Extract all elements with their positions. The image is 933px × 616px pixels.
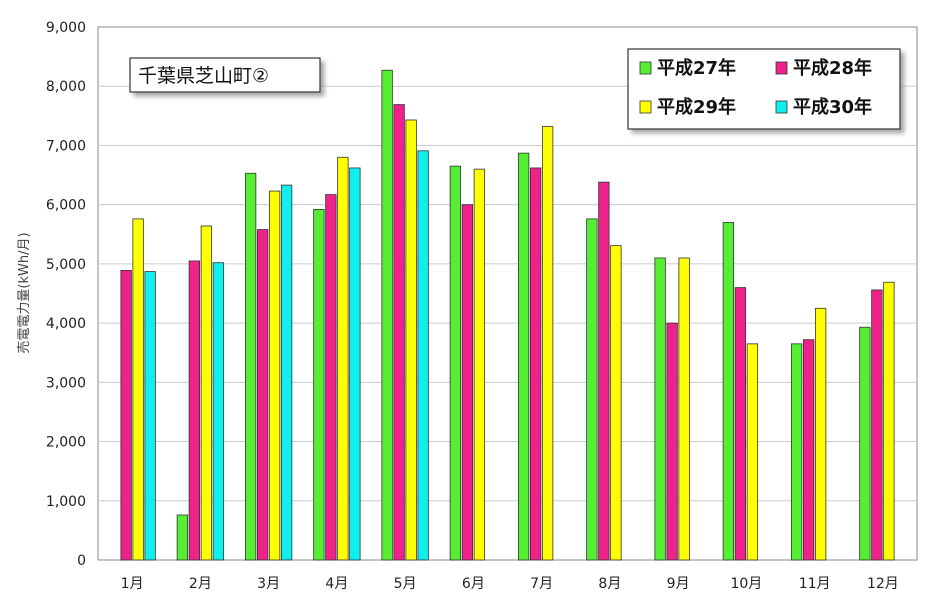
chart-title-box: 千葉県芝山町② — [129, 57, 321, 93]
bar — [256, 229, 269, 561]
bar — [529, 167, 542, 561]
bar — [859, 326, 871, 561]
chart-title: 千葉県芝山町② — [138, 65, 269, 87]
x-tick-label: 1月 — [121, 576, 144, 592]
x-tick-label: 2月 — [189, 576, 212, 592]
bar — [381, 69, 393, 561]
bar — [176, 514, 189, 561]
y-tick-label: 7,000 — [46, 138, 86, 154]
y-tick-label: 1,000 — [46, 494, 86, 510]
bar — [188, 260, 201, 561]
bar — [598, 181, 610, 561]
y-tick-label: 5,000 — [46, 257, 86, 273]
legend-swatch — [639, 100, 652, 114]
bar — [654, 257, 666, 561]
x-tick-label: 11月 — [799, 576, 831, 592]
bar — [517, 152, 530, 561]
x-tick-label: 9月 — [667, 576, 690, 592]
legend-label: 平成29年 — [657, 96, 736, 118]
x-tick-label: 4月 — [325, 576, 348, 592]
bar — [586, 218, 598, 561]
y-tick-label: 6,000 — [46, 198, 86, 214]
bar — [802, 339, 815, 561]
bar — [349, 167, 361, 561]
legend-swatch — [775, 100, 788, 114]
bar — [417, 150, 429, 561]
x-tick-label: 6月 — [462, 576, 485, 592]
bar — [449, 165, 462, 561]
bar — [144, 271, 156, 561]
y-axis-label: 売電電力量(kWh/月) — [16, 232, 32, 353]
legend-swatch — [775, 61, 788, 75]
y-tick-label: 8,000 — [46, 79, 86, 95]
bar — [280, 184, 293, 561]
bar — [541, 126, 554, 561]
bar — [790, 343, 803, 561]
bar — [405, 119, 417, 561]
y-tick-label: 3,000 — [46, 375, 86, 391]
bars-group — [120, 69, 895, 561]
x-tick-label: 3月 — [257, 576, 280, 592]
bar — [746, 343, 759, 561]
y-axis-ticks: 0 1,000 2,000 3,000 4,000 5,000 6,000 7,000 8,00… — [46, 20, 86, 569]
bar — [200, 225, 213, 561]
legend-swatch — [639, 61, 652, 75]
y-tick-label: 2,000 — [46, 435, 86, 451]
grid-lines — [98, 85, 917, 502]
y-tick-label: 0 — [77, 553, 86, 569]
bar — [871, 289, 883, 561]
legend-label: 平成30年 — [793, 96, 872, 118]
x-tick-label: 7月 — [530, 576, 553, 592]
x-tick-label: 12月 — [867, 576, 899, 592]
bar — [268, 190, 281, 561]
bar — [678, 257, 690, 561]
bar — [120, 270, 132, 561]
bar — [461, 204, 474, 561]
bar — [325, 194, 337, 561]
bar — [814, 307, 827, 561]
bar — [883, 281, 895, 561]
x-tick-label: 5月 — [394, 576, 417, 592]
bar — [132, 218, 144, 561]
bar — [666, 322, 678, 561]
x-axis-ticks: 1月 2月 3月 4月 5月 6月 7月 8月 9月 10月 11月 12月 — [121, 576, 899, 592]
y-tick-label: 9,000 — [46, 20, 86, 36]
bar — [313, 209, 325, 561]
bar — [244, 172, 257, 561]
bar — [722, 222, 735, 561]
bar — [473, 168, 486, 561]
x-tick-label: 10月 — [730, 576, 762, 592]
legend-label: 平成27年 — [657, 57, 736, 79]
y-tick-label: 4,000 — [46, 316, 86, 332]
bar — [393, 104, 405, 561]
bar — [610, 245, 622, 561]
bar — [212, 262, 225, 561]
bar — [734, 287, 747, 561]
x-tick-label: 8月 — [598, 576, 621, 592]
legend-label: 平成28年 — [793, 57, 872, 79]
bar — [337, 156, 349, 561]
